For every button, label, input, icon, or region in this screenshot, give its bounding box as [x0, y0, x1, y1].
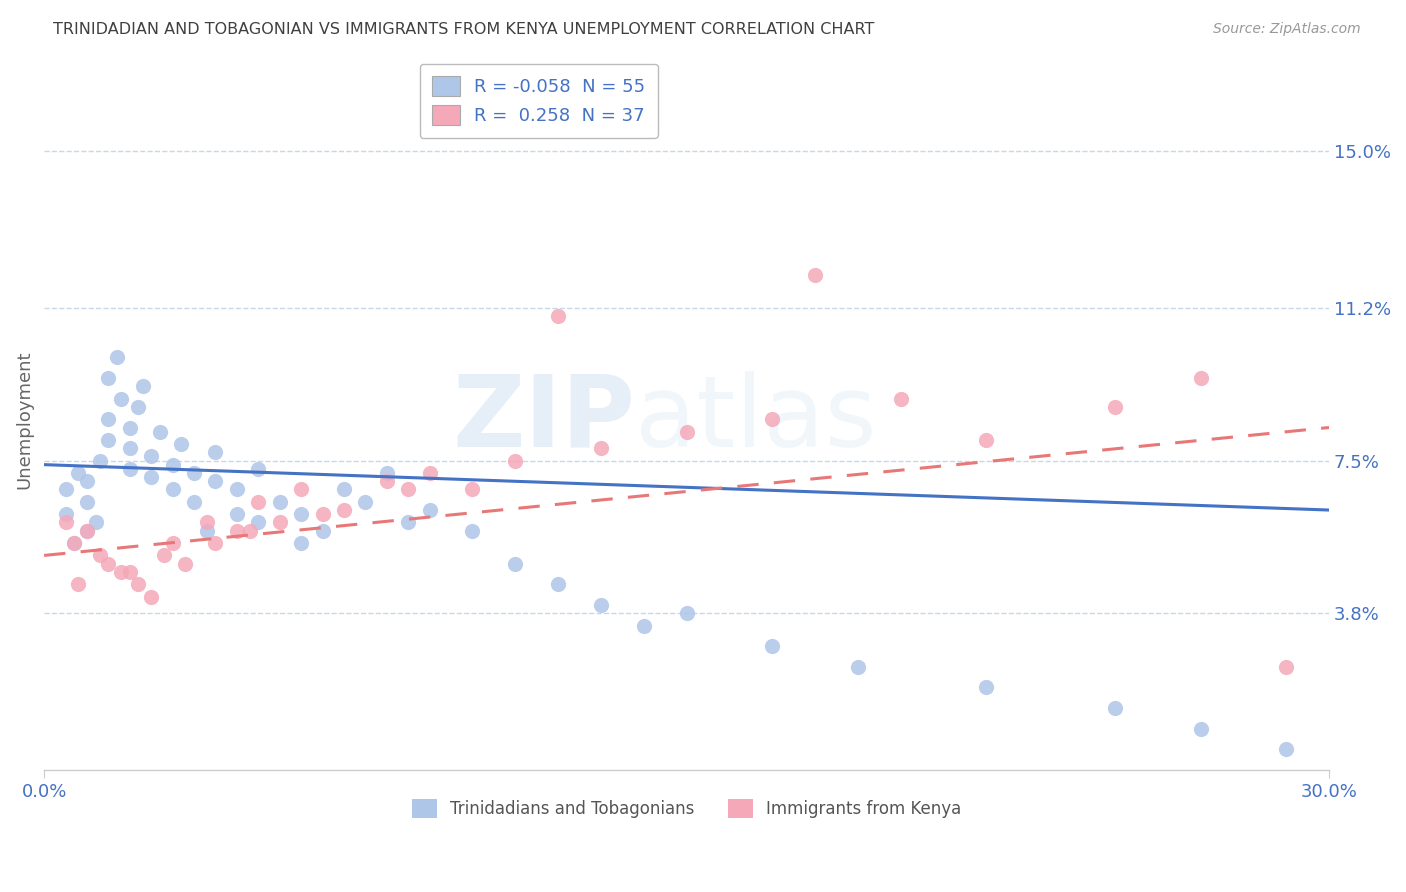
Point [204, 474, 226, 488]
Point [225, 483, 247, 497]
Text: TRINIDADIAN AND TOBAGONIAN VS IMMIGRANTS FROM KENYA UNEMPLOYMENT CORRELATION CHA: TRINIDADIAN AND TOBAGONIAN VS IMMIGRANTS… [53, 22, 875, 37]
Point [761, 639, 783, 653]
Point [290, 536, 312, 550]
Point [675, 425, 697, 439]
Point [396, 516, 419, 530]
Point [225, 524, 247, 538]
Point [247, 516, 270, 530]
Point [204, 445, 226, 459]
Point [76, 495, 98, 509]
Point [247, 462, 270, 476]
Point [589, 441, 612, 455]
Point [110, 392, 132, 406]
Point [118, 462, 141, 476]
Point [63, 536, 86, 550]
Point [804, 268, 827, 282]
Point [633, 618, 655, 632]
Point [127, 577, 149, 591]
Point [1104, 400, 1126, 414]
Point [1275, 742, 1298, 756]
Point [195, 516, 218, 530]
Point [375, 474, 398, 488]
Point [131, 379, 153, 393]
Point [110, 565, 132, 579]
Point [846, 660, 869, 674]
Point [170, 437, 193, 451]
Point [761, 412, 783, 426]
Text: Source: ZipAtlas.com: Source: ZipAtlas.com [1213, 22, 1361, 37]
Point [503, 557, 526, 571]
Point [76, 524, 98, 538]
Point [174, 557, 197, 571]
Point [547, 577, 569, 591]
Point [333, 483, 356, 497]
Text: atlas: atlas [636, 371, 877, 467]
Point [141, 590, 163, 604]
Point [375, 466, 398, 480]
Point [76, 474, 98, 488]
Point [396, 483, 419, 497]
Legend: Trinidadians and Tobagonians, Immigrants from Kenya: Trinidadians and Tobagonians, Immigrants… [405, 793, 969, 825]
Point [461, 483, 484, 497]
Point [118, 420, 141, 434]
Point [97, 557, 120, 571]
Point [1189, 371, 1212, 385]
Point [976, 433, 998, 447]
Point [311, 507, 333, 521]
Point [225, 507, 247, 521]
Point [97, 371, 120, 385]
Point [149, 425, 172, 439]
Point [183, 466, 205, 480]
Point [97, 433, 120, 447]
Point [290, 507, 312, 521]
Point [269, 516, 291, 530]
Point [419, 466, 441, 480]
Point [162, 483, 184, 497]
Point [1275, 660, 1298, 674]
Point [204, 536, 226, 550]
Point [162, 458, 184, 472]
Point [354, 495, 377, 509]
Point [55, 483, 77, 497]
Point [63, 536, 86, 550]
Point [290, 483, 312, 497]
Point [127, 400, 149, 414]
Point [153, 549, 176, 563]
Point [183, 495, 205, 509]
Point [547, 309, 569, 323]
Point [976, 681, 998, 695]
Point [461, 524, 484, 538]
Point [84, 516, 107, 530]
Point [89, 549, 111, 563]
Point [419, 503, 441, 517]
Point [1104, 701, 1126, 715]
Point [333, 503, 356, 517]
Point [675, 606, 697, 620]
Y-axis label: Unemployment: Unemployment [15, 350, 32, 489]
Point [141, 470, 163, 484]
Text: ZIP: ZIP [453, 371, 636, 467]
Point [97, 412, 120, 426]
Point [76, 524, 98, 538]
Point [141, 450, 163, 464]
Point [55, 516, 77, 530]
Point [162, 536, 184, 550]
Point [269, 495, 291, 509]
Point [55, 507, 77, 521]
Point [195, 524, 218, 538]
Point [67, 466, 90, 480]
Point [247, 495, 270, 509]
Point [105, 351, 128, 365]
Point [239, 524, 262, 538]
Point [118, 565, 141, 579]
Point [311, 524, 333, 538]
Point [589, 598, 612, 612]
Point [67, 577, 90, 591]
Point [118, 441, 141, 455]
Point [890, 392, 912, 406]
Point [1189, 722, 1212, 736]
Point [503, 453, 526, 467]
Point [89, 453, 111, 467]
